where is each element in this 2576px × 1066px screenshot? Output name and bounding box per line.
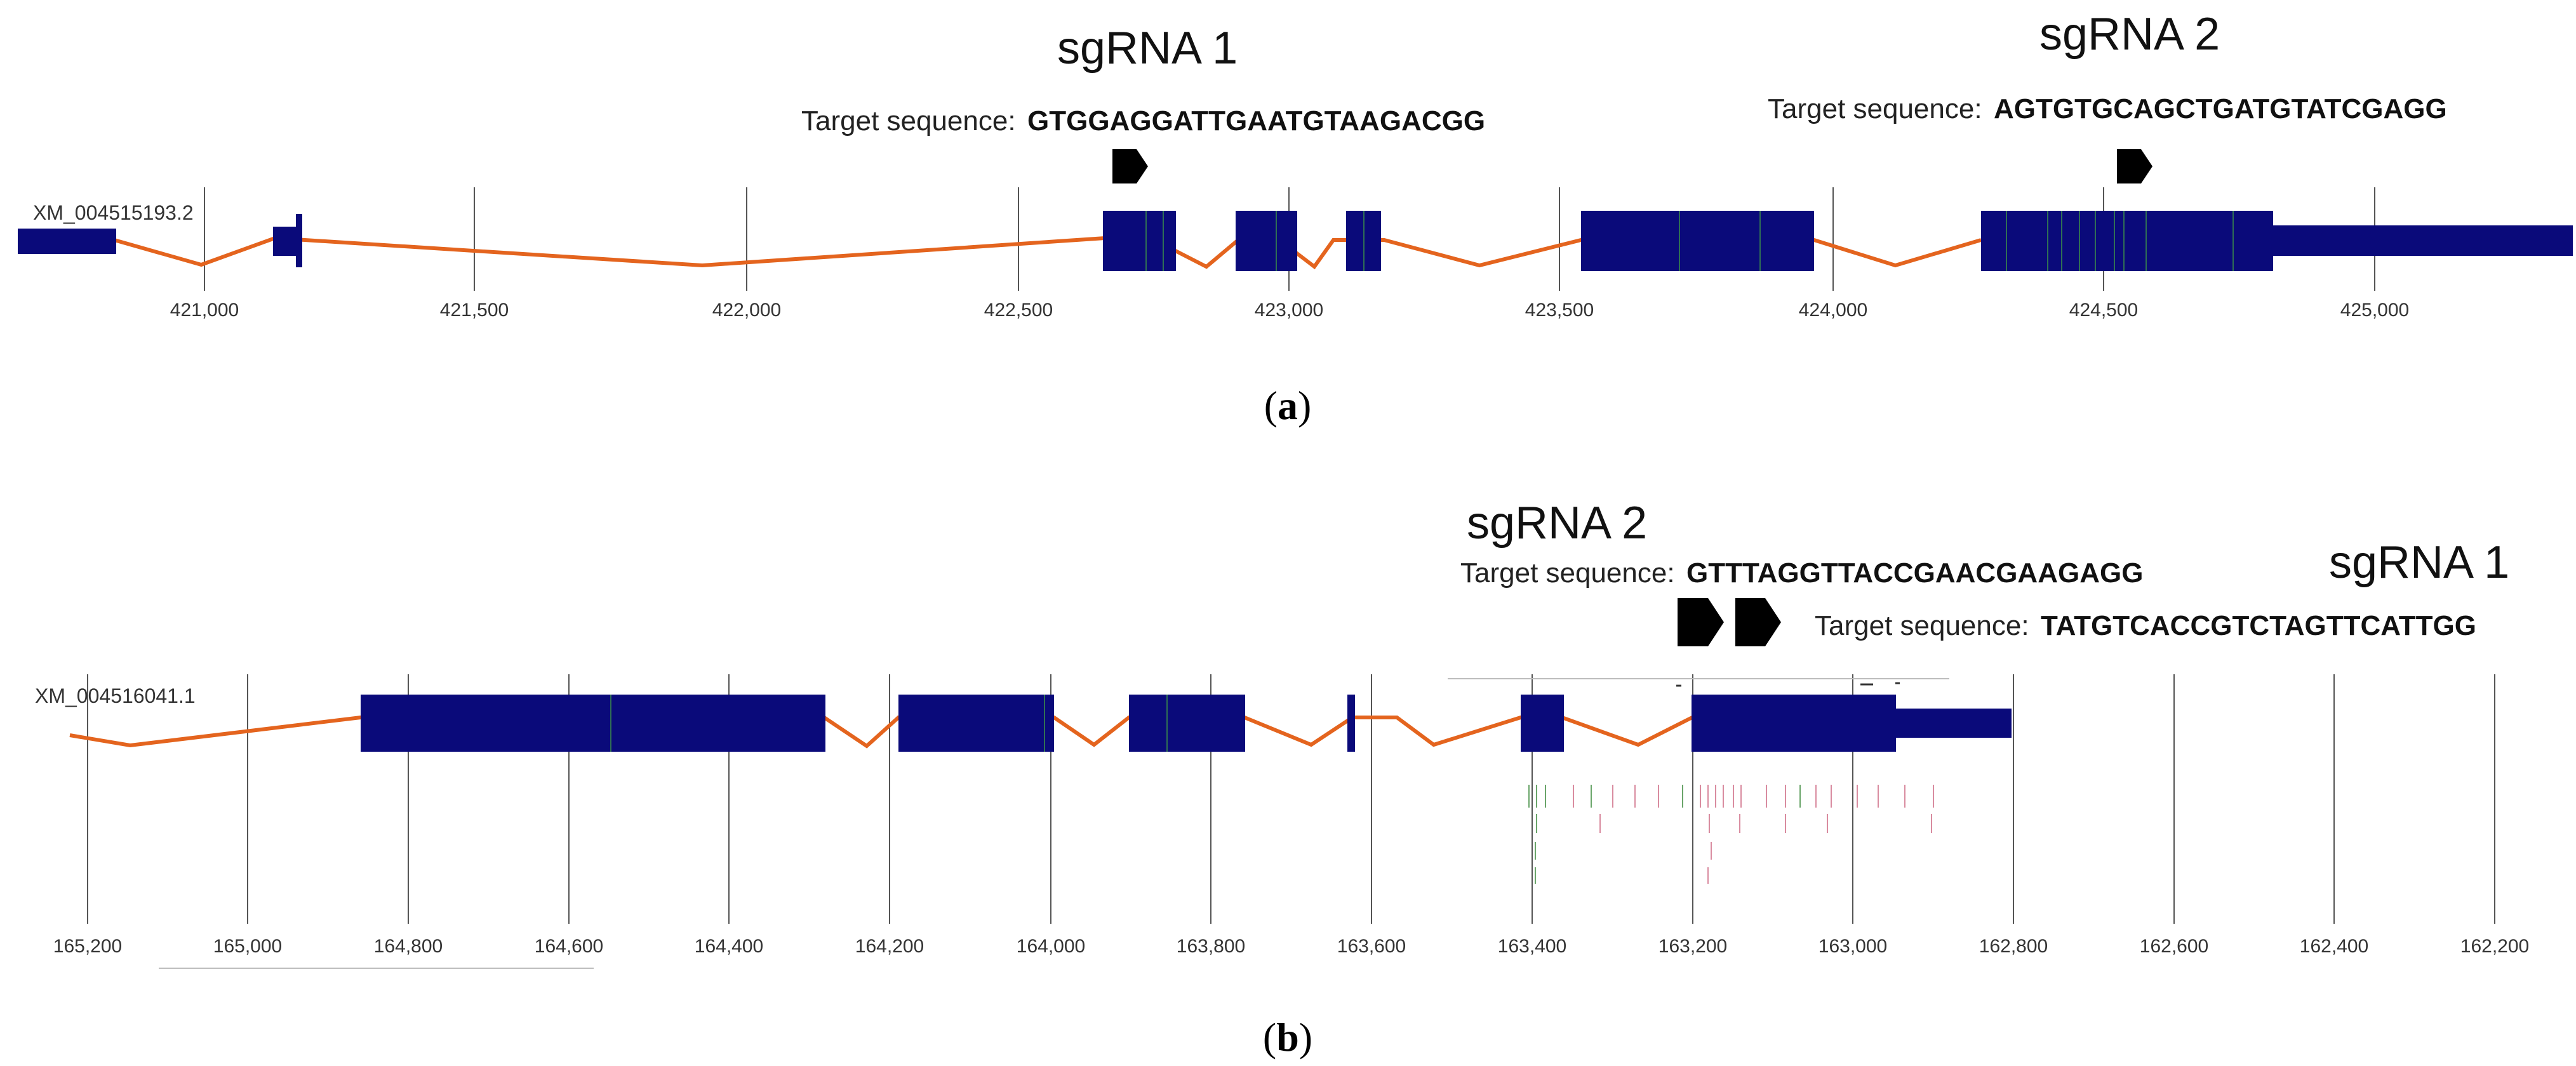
target-sequence-label: Target sequence: xyxy=(1815,610,2029,641)
exon xyxy=(361,695,825,752)
target-sequence-label: Target sequence: xyxy=(801,105,1016,137)
panel-a-exon-stripes xyxy=(1145,211,2234,271)
panel-b-tick-labels: 165,200 165,000 164,800 164,600 164,400 … xyxy=(53,936,2529,957)
target-sequence-value: GTGGAGGATTGAATGTAAGACGG xyxy=(1027,105,1485,137)
exon xyxy=(1692,695,1896,752)
exon xyxy=(1103,211,1176,271)
sgrna-title: sgRNA 1 xyxy=(2329,537,2509,588)
target-sequence-value: TATGTCACCGTCTAGTTCATTGG xyxy=(2041,610,2476,641)
target-sequence-line: Target sequence: TATGTCACCGTCTAGTTCATTGG xyxy=(1815,610,2476,641)
tick-label: 421,500 xyxy=(440,300,509,321)
target-sequence-label: Target sequence: xyxy=(1768,93,1982,124)
panel-b-exons xyxy=(361,695,2012,752)
target-sequence-line: Target sequence: GTTTAGGTTACCGAACGAAGAGG xyxy=(1460,557,2143,589)
exon xyxy=(296,214,302,267)
panel-b-tick-marks xyxy=(1676,682,1900,687)
exon xyxy=(273,227,300,256)
panel-a-label: (a) xyxy=(1264,383,1312,428)
panel-b-variant-track-pink xyxy=(1573,785,1934,884)
tick-label: 423,500 xyxy=(1525,300,1594,321)
tick-label: 421,000 xyxy=(170,300,239,321)
exon xyxy=(1981,211,2273,271)
exon xyxy=(1581,211,1814,271)
exon xyxy=(1521,695,1564,752)
tick-label: 162,600 xyxy=(2140,936,2208,957)
tick-label: 163,800 xyxy=(1177,936,1245,957)
tick-label: 164,200 xyxy=(855,936,924,957)
tick-label: 424,500 xyxy=(2069,300,2138,321)
sgrna-title: sgRNA 1 xyxy=(1057,23,1238,74)
panel-b-accession: XM_004516041.1 xyxy=(35,684,196,707)
panel-b-intron-line xyxy=(69,716,1693,749)
panel-a-sgrna1-annotation: sgRNA 1 Target sequence: GTGGAGGATTGAATG… xyxy=(801,23,1485,183)
tick-label: 165,200 xyxy=(53,936,122,957)
panel-a-exons xyxy=(18,211,2573,271)
panel-a-sgrna2-annotation: sgRNA 2 Target sequence: AGTGTGCAGCTGATG… xyxy=(1768,9,2447,183)
tick-label: 165,000 xyxy=(213,936,282,957)
panel-b: XM_004516041.1 165,200 165,000 164,800 1… xyxy=(35,498,2529,1060)
target-sequence-line: Target sequence: AGTGTGCAGCTGATGTATCGAGG xyxy=(1768,93,2447,124)
pentagon-arrow-icon xyxy=(2117,149,2152,183)
tick-label: 423,000 xyxy=(1255,300,1323,321)
tick-label: 424,000 xyxy=(1799,300,1867,321)
panel-b-sgrna2-annotation: sgRNA 2 Target sequence: GTTTAGGTTACCGAA… xyxy=(1460,498,2143,646)
exon xyxy=(1347,695,1355,752)
tick-label: 163,200 xyxy=(1658,936,1727,957)
exon xyxy=(898,695,1054,752)
panel-a-accession: XM_004515193.2 xyxy=(33,201,194,224)
panel-b-label: (b) xyxy=(1263,1015,1312,1060)
exon xyxy=(2273,225,2573,256)
target-sequence-line: Target sequence: GTGGAGGATTGAATGTAAGACGG xyxy=(801,105,1485,137)
tick-label: 162,200 xyxy=(2460,936,2529,957)
tick-label: 162,400 xyxy=(2300,936,2368,957)
tick-label: 163,400 xyxy=(1498,936,1566,957)
tick-label: 164,600 xyxy=(535,936,603,957)
panel-a: XM_004515193.2 421,000 421,500 422,000 4… xyxy=(18,9,2573,428)
panel-b-exon-stripes xyxy=(610,695,1168,752)
panel-b-sgrna1-annotation: sgRNA 1 Target sequence: TATGTCACCGTCTAG… xyxy=(1735,537,2509,646)
tick-label: 164,400 xyxy=(695,936,763,957)
exon xyxy=(1129,695,1245,752)
sgrna-title: sgRNA 2 xyxy=(2039,9,2220,60)
pentagon-arrow-icon xyxy=(1112,149,1148,183)
tick-label: 163,000 xyxy=(1819,936,1887,957)
tick-label: 422,000 xyxy=(712,300,781,321)
target-sequence-label: Target sequence: xyxy=(1460,557,1675,589)
panel-a-tick-labels: 421,000 421,500 422,000 422,500 423,000 … xyxy=(170,300,2409,321)
tick-label: 163,600 xyxy=(1337,936,1406,957)
tick-label: 164,000 xyxy=(1017,936,1085,957)
sgrna-title: sgRNA 2 xyxy=(1467,498,1647,549)
panel-b-variant-track-green xyxy=(1528,785,1801,884)
tick-label: 422,500 xyxy=(984,300,1053,321)
exon xyxy=(18,229,116,254)
exon xyxy=(1896,709,2012,738)
exon xyxy=(1236,211,1297,271)
pentagon-arrow-icon xyxy=(1735,598,1781,646)
tick-label: 425,000 xyxy=(2340,300,2409,321)
tick-label: 162,800 xyxy=(1979,936,2048,957)
tick-label: 164,800 xyxy=(374,936,443,957)
pentagon-arrow-icon xyxy=(1678,598,1724,646)
target-sequence-value: GTTTAGGTTACCGAACGAAGAGG xyxy=(1686,557,2143,589)
target-sequence-value: AGTGTGCAGCTGATGTATCGAGG xyxy=(1994,93,2447,124)
